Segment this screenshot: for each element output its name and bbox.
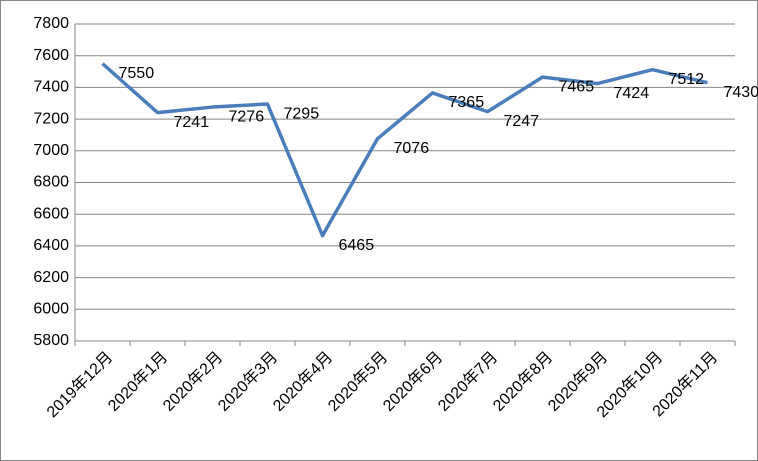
- y-tick-label: 6400: [33, 237, 69, 254]
- data-label: 7465: [559, 78, 595, 95]
- data-label: 7276: [229, 108, 265, 125]
- data-label: 7512: [669, 71, 705, 88]
- data-label: 7424: [614, 85, 650, 102]
- data-label: 7365: [449, 94, 485, 111]
- data-line: [101, 62, 708, 238]
- y-tick-label: 7000: [33, 142, 69, 159]
- data-label: 7247: [504, 113, 540, 130]
- data-label: 7430: [724, 84, 758, 101]
- data-label: 6465: [339, 237, 375, 254]
- data-label: 7550: [119, 65, 155, 82]
- data-label: 7295: [284, 105, 320, 122]
- y-tick-label: 7800: [33, 15, 69, 32]
- y-tick-label: 6000: [33, 301, 69, 318]
- y-tick-label: 6200: [33, 269, 69, 286]
- y-tick-label: 6600: [33, 205, 69, 222]
- y-tick-label: 5800: [33, 332, 69, 349]
- y-tick-label: 7400: [33, 79, 69, 96]
- data-label: 7241: [174, 114, 210, 131]
- data-label: 7076: [394, 140, 430, 157]
- y-tick-label: 7200: [33, 110, 69, 127]
- y-tick-label: 7600: [33, 47, 69, 64]
- y-tick-label: 6800: [33, 174, 69, 191]
